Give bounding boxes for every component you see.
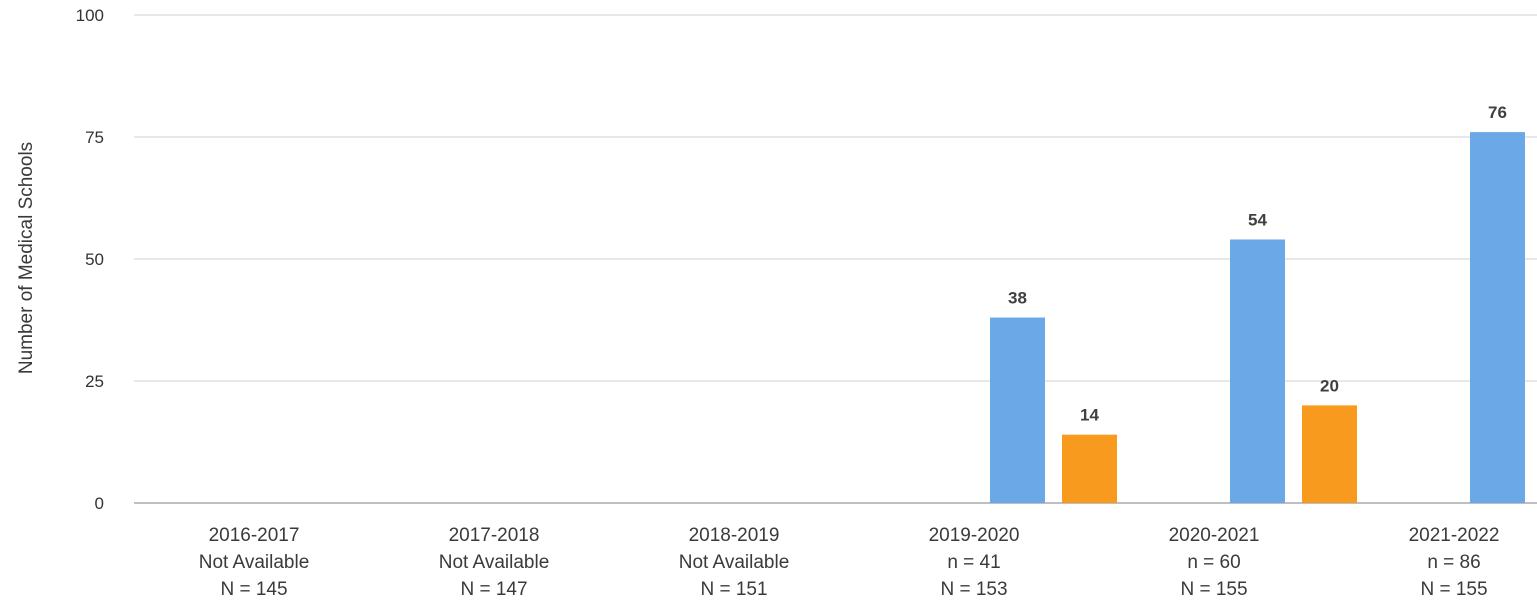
- x-tick-label: 2021-2022: [1409, 525, 1500, 546]
- x-category-labels: 2016-2017 Not Available N = 145 2017-2018 No…: [199, 525, 1500, 600]
- x-tick-label: N = 145: [220, 579, 287, 600]
- bar: [1062, 434, 1117, 503]
- x-tick-label: n = 41: [947, 552, 1000, 573]
- x-tick-label: N = 155: [1420, 579, 1487, 600]
- x-tick-label: 2020-2021: [1169, 525, 1260, 546]
- data-label: 20: [1320, 376, 1339, 395]
- data-label: 76: [1488, 103, 1507, 122]
- x-tick-label: Not Available: [439, 552, 550, 573]
- x-tick-label: n = 60: [1187, 552, 1240, 573]
- x-tick-label: Not Available: [679, 552, 790, 573]
- x-tick-label: 2016-2017: [209, 525, 300, 546]
- y-tick-label: 75: [85, 128, 104, 147]
- x-tick-label: 2018-2019: [689, 525, 780, 546]
- y-tick-label: 50: [85, 250, 104, 269]
- x-tick-label: 2017-2018: [449, 525, 540, 546]
- x-tick-label: N = 147: [460, 579, 527, 600]
- y-tick-labels: 0 25 50 75 100: [76, 6, 104, 513]
- data-label: 54: [1248, 210, 1267, 229]
- x-tick-label: Not Available: [199, 552, 310, 573]
- x-tick-label: N = 155: [1180, 579, 1247, 600]
- y-tick-label: 0: [95, 494, 104, 513]
- y-tick-label: 100: [76, 6, 104, 25]
- bar: [990, 317, 1045, 503]
- x-tick-label: 2019-2020: [929, 525, 1020, 546]
- data-labels: 385476142037: [1008, 103, 1507, 425]
- y-axis-label: Number of Medical Schools: [16, 142, 37, 374]
- y-tick-label: 25: [85, 372, 104, 391]
- x-tick-label: N = 151: [700, 579, 767, 600]
- bar: [1470, 132, 1525, 503]
- data-label: 14: [1080, 406, 1099, 425]
- bar: [1230, 239, 1285, 504]
- bars: [990, 132, 1525, 504]
- x-tick-label: n = 86: [1427, 552, 1480, 573]
- x-tick-label: N = 153: [940, 579, 1007, 600]
- data-label: 38: [1008, 289, 1027, 308]
- bar: [1302, 405, 1357, 503]
